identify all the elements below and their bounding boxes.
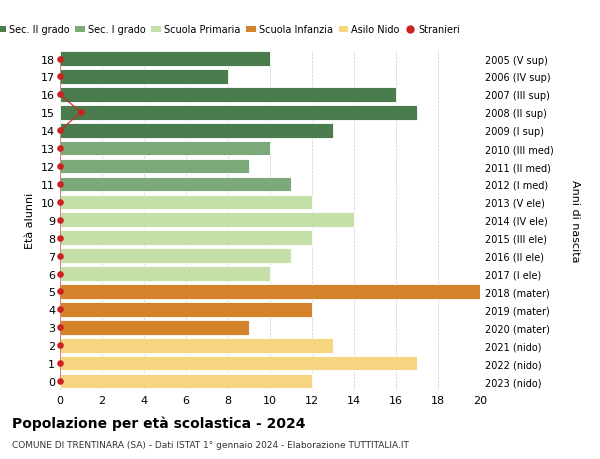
Point — [55, 342, 65, 349]
Bar — [60, 374, 312, 388]
Bar — [60, 356, 417, 371]
Bar — [60, 231, 312, 246]
Point — [76, 109, 86, 117]
Point — [55, 252, 65, 260]
Bar — [60, 249, 291, 263]
Text: COMUNE DI TRENTINARA (SA) - Dati ISTAT 1° gennaio 2024 - Elaborazione TUTTITALIA: COMUNE DI TRENTINARA (SA) - Dati ISTAT 1… — [12, 440, 409, 449]
Bar — [60, 159, 249, 174]
Point — [55, 217, 65, 224]
Bar — [60, 70, 228, 84]
Bar — [60, 285, 480, 299]
Point — [55, 145, 65, 152]
Bar — [60, 123, 333, 138]
Y-axis label: Anni di nascita: Anni di nascita — [570, 179, 580, 262]
Bar — [60, 106, 417, 120]
Point — [55, 73, 65, 81]
Bar — [60, 141, 270, 156]
Bar — [60, 320, 249, 335]
Point — [55, 91, 65, 99]
Bar — [60, 88, 396, 102]
Point — [55, 235, 65, 242]
Text: Popolazione per età scolastica - 2024: Popolazione per età scolastica - 2024 — [12, 415, 305, 430]
Bar — [60, 177, 291, 192]
Y-axis label: Età alunni: Età alunni — [25, 192, 35, 248]
Point — [55, 378, 65, 385]
Bar — [60, 338, 333, 353]
Point — [55, 199, 65, 206]
Bar — [60, 302, 312, 317]
Point — [55, 163, 65, 170]
Point — [55, 181, 65, 188]
Bar — [60, 195, 312, 210]
Point — [55, 56, 65, 63]
Bar — [60, 213, 354, 228]
Point — [55, 288, 65, 296]
Point — [55, 306, 65, 313]
Point — [55, 270, 65, 278]
Bar — [60, 267, 270, 281]
Legend: Sec. II grado, Sec. I grado, Scuola Primaria, Scuola Infanzia, Asilo Nido, Stran: Sec. II grado, Sec. I grado, Scuola Prim… — [0, 22, 464, 39]
Bar — [60, 52, 270, 67]
Point — [55, 360, 65, 367]
Point — [55, 324, 65, 331]
Point — [55, 127, 65, 134]
